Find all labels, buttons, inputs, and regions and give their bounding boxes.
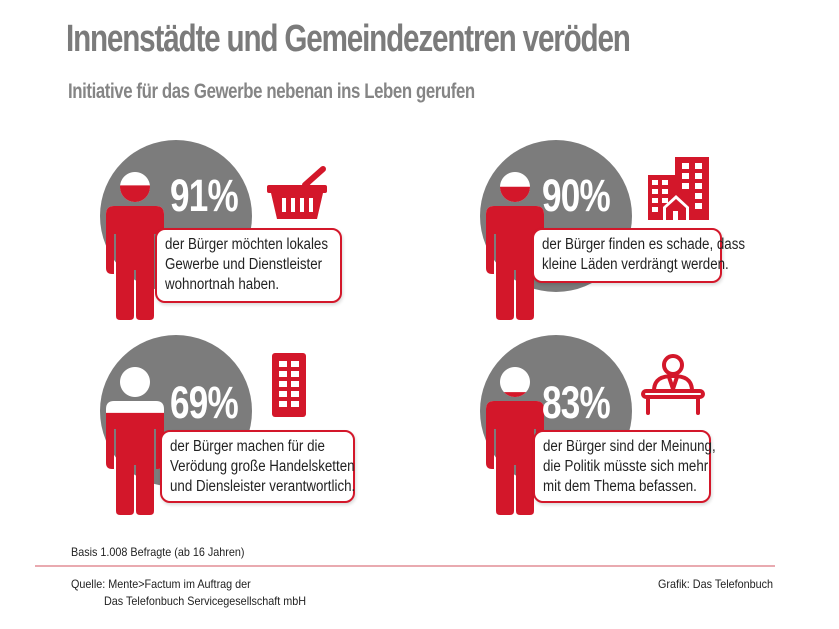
person-percentage-fill (106, 185, 164, 320)
description-line: der Bürger möchten lokales (165, 236, 329, 253)
person-percentage-fill (486, 392, 544, 515)
description-line: kleine Läden verdrängt werden. (542, 256, 729, 273)
description-line: der Bürger machen für die (170, 438, 325, 455)
person-fill-figure (486, 172, 544, 320)
stat-description: der Bürger finden es schade, dass kleine… (532, 228, 746, 283)
source-line-1: Quelle: Mente>Factum im Auftrag der (71, 577, 251, 591)
percent-value: 69% (170, 377, 239, 428)
survey-basis-note: Basis 1.008 Befragte (ab 16 Jahren) (71, 545, 245, 559)
stat-description: der Bürger möchten lokales Gewerbe und D… (155, 228, 342, 303)
shopping-basket-icon (267, 166, 327, 219)
source-line-2: Das Telefonbuch Servicegesellschaft mbH (104, 594, 307, 608)
person-fill-figure (106, 367, 164, 515)
description-line: die Politik müsste sich mehr (543, 458, 709, 475)
person-percentage-fill (106, 412, 164, 515)
description-line: Gewerbe und Dienstleister (165, 256, 323, 273)
buildings-with-house-icon (648, 157, 709, 220)
description-line: mit dem Thema befassen. (543, 478, 697, 495)
description-line: wohnortnah haben. (165, 276, 280, 293)
person-fill-figure (106, 172, 164, 320)
person-percentage-fill (486, 186, 544, 320)
percent-value: 83% (542, 377, 611, 428)
graphic-credit: Grafik: Das Telefonbuch (658, 577, 774, 591)
stat-description: der Bürger machen für die Verödung große… (160, 430, 355, 503)
description-line: der Bürger sind der Meinung, (543, 438, 716, 455)
percent-value: 91% (170, 170, 239, 221)
person-fill-figure (486, 367, 544, 515)
stat-description: der Bürger sind der Meinung, die Politik… (533, 430, 716, 503)
page-title: Innenstädte und Gemeindezentren veröden (66, 18, 631, 60)
description-line: Verödung große Handelsketten (170, 458, 355, 475)
politician-at-desk-icon (641, 354, 705, 415)
stat-panel-2: 90% der Bürger finden es schade, dass kl… (470, 135, 830, 325)
office-building-icon (272, 353, 306, 417)
stat-panel-1: 91% der Bürger möchten lokales Gewerbe u… (90, 135, 450, 325)
description-line: der Bürger finden es schade, dass (542, 236, 746, 253)
page-subtitle: Initiative für das Gewerbe nebenan ins L… (68, 80, 475, 103)
description-line: und Diensleister verantwortlich. (170, 478, 356, 495)
percent-value: 90% (542, 170, 611, 221)
stat-panel-3: 69% der Bürger machen für die Verödung g… (90, 330, 450, 520)
footer-divider (35, 565, 775, 567)
stat-panel-4: 83% der Bürger sind der Meinung, die Pol… (470, 330, 830, 520)
